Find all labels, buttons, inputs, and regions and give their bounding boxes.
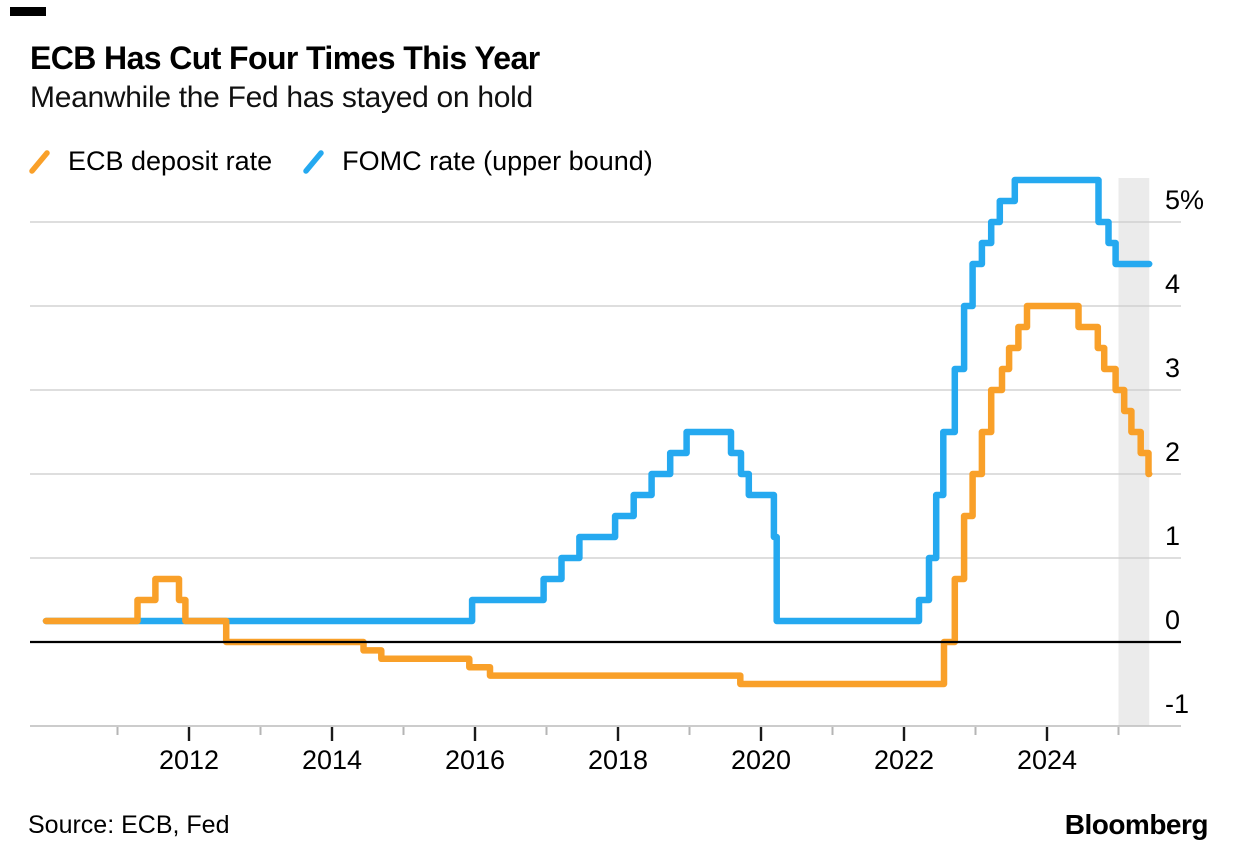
x-axis-label-2016: 2016 [445,745,505,775]
x-axis-label-2018: 2018 [588,745,648,775]
chart-title: ECB Has Cut Four Times This Year [30,40,540,76]
x-axis-label-2024: 2024 [1017,745,1077,775]
chart-legend: ECB deposit rate FOMC rate (upper bound) [28,146,653,177]
x-axis-label-2014: 2014 [302,745,362,775]
y-axis-label-0: 0 [1165,605,1180,635]
legend-item-ecb: ECB deposit rate [28,146,272,177]
bloomberg-logo: Bloomberg [1064,809,1209,840]
x-axis-label-2012: 2012 [159,745,219,775]
series-line-ecb-deposit-rate [42,302,1153,688]
chart-subtitle: Meanwhile the Fed has stayed on hold [30,81,533,114]
ecb-slash-stroke [29,149,50,174]
y-axis-label--1: -1 [1165,689,1189,719]
series-line-fomc-rate-upper-bound- [42,176,1153,625]
y-axis-label-2: 2 [1165,437,1180,467]
y-axis-label-5%: 5% [1165,185,1204,215]
legend-item-fomc: FOMC rate (upper bound) [302,146,653,177]
x-axis-label-2022: 2022 [874,745,934,775]
y-axis-label-4: 4 [1165,269,1180,299]
x-axis-label-2020: 2020 [731,745,791,775]
source-note: Source: ECB, Fed [28,811,230,839]
legend-label-ecb: ECB deposit rate [68,146,273,176]
bloomberg-topmark-bar [10,7,46,16]
fomc-slash-stroke [303,149,324,174]
fomc-slash-icon [303,149,324,174]
y-axis-label-3: 3 [1165,353,1180,383]
y-axis-label-1: 1 [1165,521,1180,551]
legend-label-fomc: FOMC rate (upper bound) [342,146,653,176]
ecb-slash-icon [29,149,50,174]
